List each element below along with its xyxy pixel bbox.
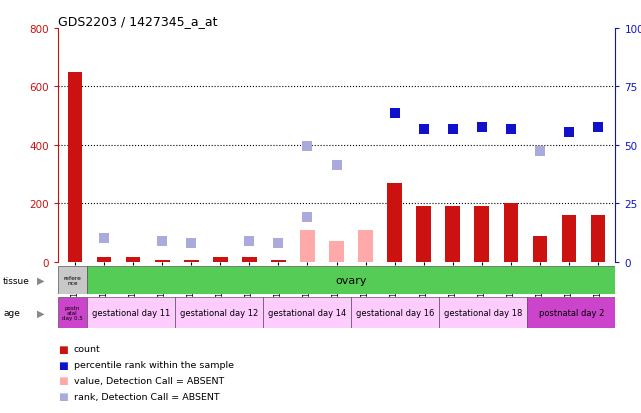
Text: ■: ■ [58,360,67,370]
Text: rank, Detection Call = ABSENT: rank, Detection Call = ABSENT [74,392,219,401]
Point [390,110,400,117]
Point [564,129,574,136]
Text: value, Detection Call = ABSENT: value, Detection Call = ABSENT [74,376,224,385]
Bar [504,204,518,262]
Point [419,126,429,133]
Text: ovary: ovary [335,275,367,285]
Bar [387,183,402,262]
Text: postnatal day 2: postnatal day 2 [538,309,604,317]
Text: gestational day 12: gestational day 12 [180,309,258,317]
Bar [97,257,112,262]
Point [477,125,487,131]
Text: ▶: ▶ [37,275,45,285]
Bar [562,216,576,262]
Bar [474,207,489,262]
Point [535,148,545,155]
Point [506,126,516,133]
Text: age: age [3,309,20,317]
Text: gestational day 16: gestational day 16 [356,309,435,317]
Bar [528,297,615,328]
Point [303,144,313,150]
Text: gestational day 14: gestational day 14 [268,309,346,317]
Bar [263,297,351,328]
Text: ■: ■ [58,344,67,354]
Text: count: count [74,344,101,354]
Bar [417,207,431,262]
Point [186,240,196,247]
Text: percentile rank within the sample: percentile rank within the sample [74,360,234,369]
Bar [439,297,528,328]
Text: postn
atal
day 0.5: postn atal day 0.5 [62,305,83,320]
Bar [175,297,263,328]
Text: gestational day 18: gestational day 18 [444,309,522,317]
Bar [533,236,547,262]
Bar [184,260,199,262]
Bar [68,73,83,262]
Bar [590,216,605,262]
Bar [242,257,256,262]
Text: ■: ■ [58,375,67,385]
Bar [155,260,169,262]
Point [447,126,458,133]
Text: ▶: ▶ [37,308,45,318]
Point [244,239,254,245]
Bar [358,230,373,262]
Point [157,239,167,245]
Bar [213,257,228,262]
Text: tissue: tissue [3,276,30,285]
Bar [445,207,460,262]
Point [593,125,603,131]
Bar [58,297,87,328]
Text: gestational day 11: gestational day 11 [92,309,171,317]
Bar [300,230,315,262]
Bar [351,297,439,328]
Point [331,163,342,169]
Bar [271,260,286,262]
Bar [329,242,344,262]
Text: ■: ■ [58,391,67,401]
Bar [87,297,175,328]
Text: refere
nce: refere nce [63,275,81,286]
Point [303,214,313,221]
Point [273,240,283,247]
Bar [126,257,140,262]
Text: GDS2203 / 1427345_a_at: GDS2203 / 1427345_a_at [58,15,217,28]
Bar [58,266,87,294]
Point [99,235,109,242]
